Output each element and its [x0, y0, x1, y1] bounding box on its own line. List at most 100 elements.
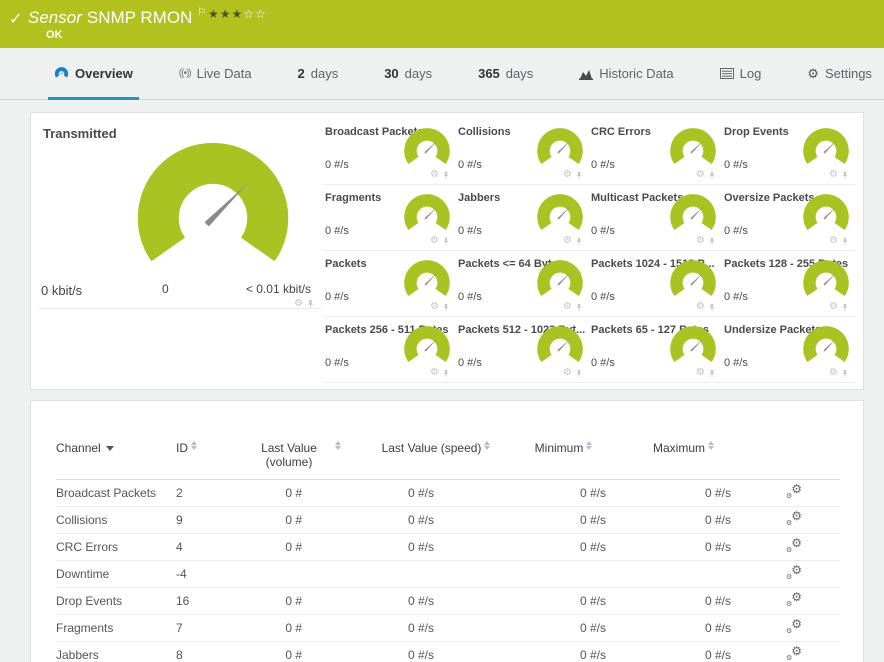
pin-icon[interactable] [442, 237, 450, 246]
mini-gauge-value: 0 #/s [591, 357, 615, 369]
pin-icon[interactable] [708, 237, 716, 246]
mini-gauge-dial [803, 127, 849, 173]
gauges-panel: Transmitted 0 kbit/s 0 < 0.01 kbit/s ⚙ B… [30, 112, 864, 390]
col-header-id[interactable]: ID [176, 441, 221, 480]
channel-settings-gear-icon[interactable]: ⚙ [430, 301, 439, 312]
pin-icon[interactable] [841, 303, 849, 312]
pin-icon[interactable] [708, 171, 716, 180]
stars-filled: ★★★ [208, 7, 244, 21]
cell-last-volume [221, 560, 366, 588]
col-header-last-value-volume[interactable]: Last Value (volume) [221, 441, 366, 480]
pin-icon[interactable] [708, 369, 716, 378]
channel-settings-gear-icon[interactable]: ⚙ [294, 298, 303, 309]
edit-channel-gears-icon[interactable]: ⚙ ⚙ [786, 590, 802, 608]
cell-maximum: 0 #/s [621, 506, 746, 534]
flag-icon[interactable]: ⚐ [197, 7, 207, 18]
channel-settings-gear-icon[interactable]: ⚙ [829, 301, 838, 312]
pin-icon[interactable] [442, 369, 450, 378]
channel-settings-gear-icon[interactable]: ⚙ [696, 235, 705, 246]
edit-channel-gears-icon[interactable]: ⚙ ⚙ [786, 482, 802, 500]
pin-icon[interactable] [841, 171, 849, 180]
priority-star-rating[interactable]: ★★★☆☆ [208, 7, 267, 21]
sensor-status-header: ✓ Sensor SNMP RMON ⚐ ★★★☆☆ OK [0, 0, 884, 48]
mini-gauge-dial [670, 259, 716, 305]
tab-settings[interactable]: ⚙ Settings [807, 66, 872, 81]
mini-gauge-title: Oversize Packets [724, 192, 815, 204]
col-header-last-value-speed[interactable]: Last Value (speed) [366, 441, 506, 480]
sort-desc-icon [105, 446, 114, 451]
tab-log[interactable]: Log [714, 48, 768, 99]
channel-settings-gear-icon[interactable]: ⚙ [563, 169, 572, 180]
table-row: Collisions 9 0 # 0 #/s 0 #/s 0 #/s ⚙ ⚙ [56, 506, 840, 534]
tab-365-days[interactable]: 365 days [478, 66, 534, 81]
channel-settings-gear-icon[interactable]: ⚙ [563, 235, 572, 246]
pin-icon[interactable] [575, 369, 583, 378]
pin-icon[interactable] [575, 237, 583, 246]
mini-gauge-grid: Broadcast Packets 0 #/s ⚙ Collisions 0 #… [323, 113, 863, 389]
mini-gauge-tile: Undersize Packets 0 #/s ⚙ [722, 317, 855, 383]
sort-icon [335, 441, 341, 450]
cell-channel: Collisions [56, 506, 176, 534]
pin-icon[interactable] [575, 171, 583, 180]
mini-gauge-tile: CRC Errors 0 #/s ⚙ [589, 119, 722, 185]
tab-live-data[interactable]: ((•)) Live Data [178, 66, 252, 81]
pin-icon[interactable] [841, 369, 849, 378]
pin-icon[interactable] [442, 303, 450, 312]
mini-gauge-value: 0 #/s [724, 357, 748, 369]
mini-gauge-dial [537, 193, 583, 239]
cell-maximum: 0 #/s [621, 479, 746, 507]
channel-settings-gear-icon[interactable]: ⚙ [829, 367, 838, 378]
tab-2-days[interactable]: 2 days [297, 66, 339, 81]
mini-gauge-title: CRC Errors [591, 126, 651, 138]
mini-gauge-title: Undersize Packets [724, 324, 822, 336]
cell-maximum: 0 #/s [621, 533, 746, 561]
mini-gauge-dial [803, 259, 849, 305]
main-gauge-scale-max: < 0.01 kbit/s [245, 282, 311, 296]
edit-channel-gears-icon[interactable]: ⚙ ⚙ [786, 536, 802, 554]
mini-gauge-tile: Packets 0 #/s ⚙ [323, 251, 456, 317]
cell-minimum [506, 560, 621, 588]
col-header-channel[interactable]: Channel [56, 441, 176, 480]
channel-settings-gear-icon[interactable]: ⚙ [430, 235, 439, 246]
cell-last-volume: 0 # [221, 506, 366, 534]
channel-settings-gear-icon[interactable]: ⚙ [696, 367, 705, 378]
main-gauge-title: Transmitted [43, 126, 117, 141]
pin-icon[interactable] [841, 237, 849, 246]
mini-gauge-dial [803, 325, 849, 371]
edit-channel-gears-icon[interactable]: ⚙ ⚙ [786, 617, 802, 635]
sort-icon [586, 441, 593, 450]
table-row: Downtime -4 ⚙ ⚙ [56, 560, 840, 588]
mini-gauge-value: 0 #/s [458, 291, 482, 303]
edit-channel-gears-icon[interactable]: ⚙ ⚙ [786, 644, 802, 662]
mini-gauge-tile: Packets 512 - 1023 Byt... 0 #/s ⚙ [456, 317, 589, 383]
col-header-maximum[interactable]: Maximum [621, 441, 746, 480]
channel-settings-gear-icon[interactable]: ⚙ [696, 301, 705, 312]
sensor-name: SNMP RMON [86, 8, 193, 27]
channel-settings-gear-icon[interactable]: ⚙ [563, 367, 572, 378]
pin-icon[interactable] [442, 171, 450, 180]
mini-gauge-title: Multicast Packets [591, 192, 684, 204]
channel-settings-gear-icon[interactable]: ⚙ [430, 367, 439, 378]
cell-channel: Broadcast Packets [56, 479, 176, 507]
tab-overview[interactable]: Overview [48, 48, 139, 100]
tab-30-days[interactable]: 30 days [384, 66, 433, 81]
channel-settings-gear-icon[interactable]: ⚙ [430, 169, 439, 180]
cell-maximum: 0 #/s [621, 614, 746, 642]
edit-channel-gears-icon[interactable]: ⚙ ⚙ [786, 563, 802, 581]
mini-gauge-title: Drop Events [724, 126, 789, 138]
channel-settings-gear-icon[interactable]: ⚙ [563, 301, 572, 312]
col-header-minimum[interactable]: Minimum [506, 441, 621, 480]
channel-settings-gear-icon[interactable]: ⚙ [829, 235, 838, 246]
edit-channel-gears-icon[interactable]: ⚙ ⚙ [786, 509, 802, 527]
cell-last-volume: 0 # [221, 614, 366, 642]
mini-gauge-value: 0 #/s [458, 357, 482, 369]
mini-gauge-dial [803, 193, 849, 239]
channel-settings-gear-icon[interactable]: ⚙ [696, 169, 705, 180]
tab-historic-data[interactable]: Historic Data [573, 48, 679, 99]
pin-icon[interactable] [708, 303, 716, 312]
pin-icon[interactable] [575, 303, 583, 312]
page-title: Sensor SNMP RMON ⚐ [28, 7, 206, 28]
mini-gauge-tile: Collisions 0 #/s ⚙ [456, 119, 589, 185]
channel-settings-gear-icon[interactable]: ⚙ [829, 169, 838, 180]
mini-gauge-dial [670, 325, 716, 371]
